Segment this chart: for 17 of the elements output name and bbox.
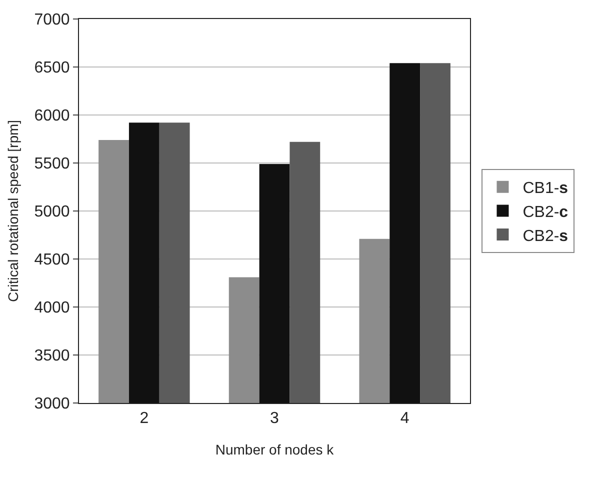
y-tick-label: 7000 (34, 12, 70, 29)
y-tick-label: 5500 (34, 156, 70, 173)
legend-label: CB2-s (522, 228, 568, 245)
y-axis-title: Critical rotational speed [rpm] (4, 120, 21, 302)
y-tick-label: 5000 (34, 204, 70, 221)
x-axis-title: Number of nodes k (215, 442, 335, 458)
x-tick-label: 3 (270, 410, 280, 428)
legend-label: CB2-c (522, 204, 568, 221)
y-tick-label: 6500 (34, 60, 70, 77)
y-tick-label: 4500 (34, 252, 70, 269)
y-tick-label: 4000 (34, 300, 70, 317)
x-tick-label: 2 (140, 410, 149, 428)
y-tick-label: 3500 (34, 348, 70, 365)
y-tick-label: 6000 (34, 108, 70, 125)
x-tick-label: 4 (400, 410, 410, 428)
legend-label: CB1-s (522, 180, 568, 198)
y-tick-label: 3000 (34, 396, 70, 413)
